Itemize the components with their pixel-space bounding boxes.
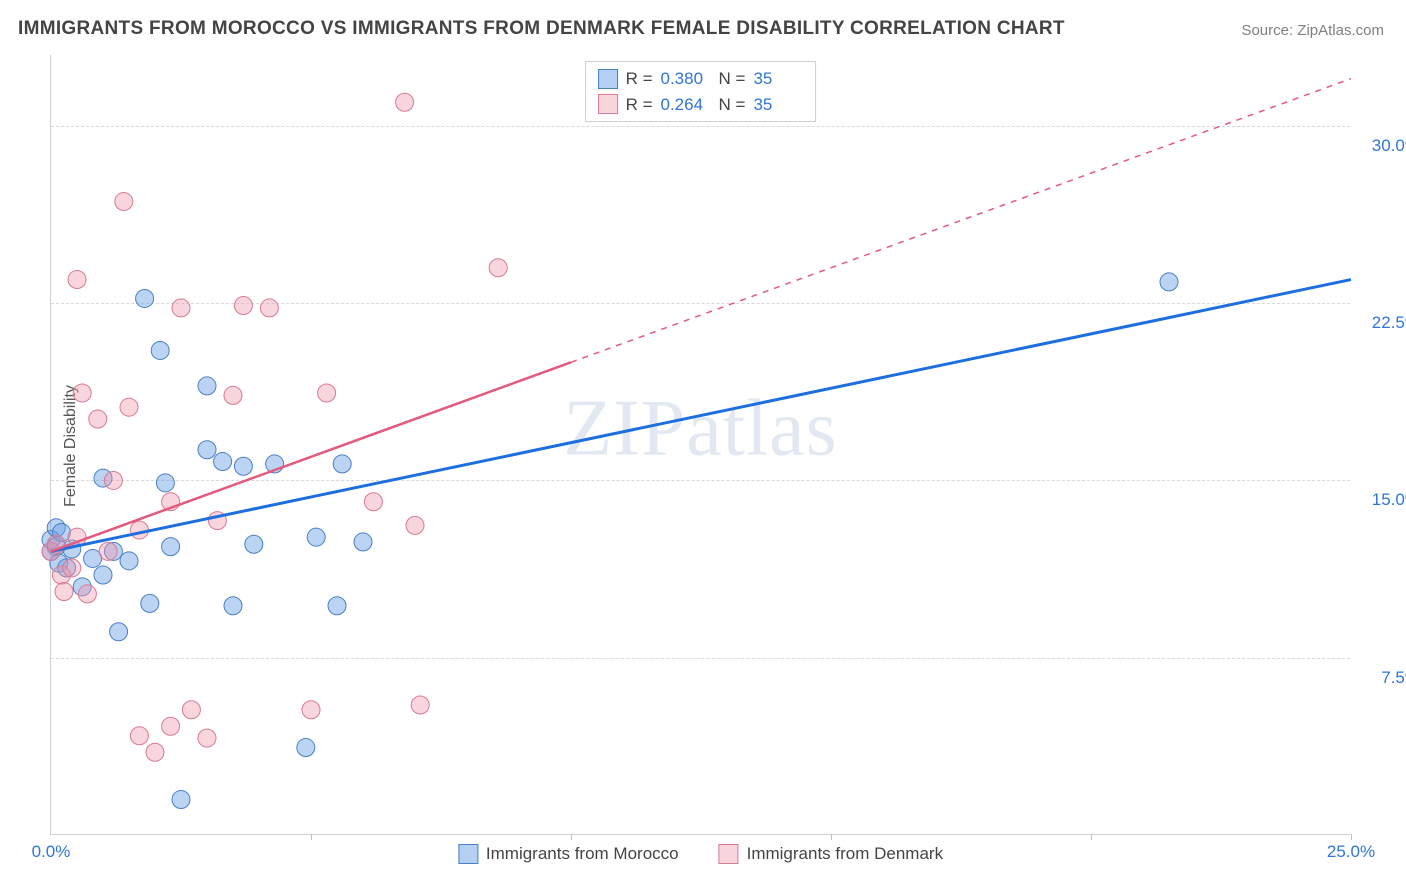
data-point [260,299,278,317]
legend-swatch [598,94,618,114]
y-tick-label: 15.0% [1360,490,1406,510]
data-point [172,299,190,317]
x-tick [1091,834,1092,840]
legend-swatch [598,69,618,89]
x-tick [831,834,832,840]
x-tick [311,834,312,840]
x-tick-label: 25.0% [1327,842,1375,862]
data-point [156,474,174,492]
legend-correlation-box: R = 0.380 N = 35 R = 0.264 N = 35 [585,61,817,122]
data-point [224,597,242,615]
chart-container: IMMIGRANTS FROM MOROCCO VS IMMIGRANTS FR… [0,0,1406,892]
x-tick-label: 0.0% [32,842,71,862]
data-point [99,542,117,560]
chart-title: IMMIGRANTS FROM MOROCCO VS IMMIGRANTS FR… [18,18,1065,40]
data-point [328,597,346,615]
n-label: N = [719,92,746,118]
n-label: N = [719,66,746,92]
data-point [78,585,96,603]
scatter-plot-svg [51,55,1350,834]
r-label: R = [626,92,653,118]
y-tick-label: 30.0% [1360,136,1406,156]
data-point [318,384,336,402]
data-point [182,701,200,719]
data-point [1160,273,1178,291]
n-value: 35 [753,92,803,118]
x-tick [571,834,572,840]
data-point [94,566,112,584]
source-label: Source: ZipAtlas.com [1241,22,1384,39]
data-point [214,453,232,471]
data-point [55,583,73,601]
data-point [110,623,128,641]
legend-item: Immigrants from Denmark [719,844,943,864]
data-point [130,727,148,745]
data-point [151,341,169,359]
legend-label: Immigrants from Denmark [747,844,943,864]
data-point [489,259,507,277]
data-point [302,701,320,719]
data-point [198,377,216,395]
data-point [224,386,242,404]
x-tick [1351,834,1352,840]
data-point [307,528,325,546]
data-point [136,289,154,307]
data-point [146,743,164,761]
data-point [89,410,107,428]
data-point [245,535,263,553]
r-value: 0.264 [661,92,711,118]
legend-row: R = 0.380 N = 35 [598,66,804,92]
data-point [120,398,138,416]
data-point [234,297,252,315]
data-point [162,538,180,556]
data-point [297,739,315,757]
data-point [115,193,133,211]
data-point [406,516,424,534]
trend-line [51,362,571,551]
legend-swatch [719,844,739,864]
data-point [104,471,122,489]
n-value: 35 [753,66,803,92]
plot-area: ZIPatlas R =0.380N =35R =0.264N =35 Immi… [50,55,1350,835]
data-point [411,696,429,714]
data-point [63,559,81,577]
data-point [141,594,159,612]
trend-line [51,280,1351,552]
legend-swatch [458,844,478,864]
data-point [234,457,252,475]
legend-label: Immigrants from Morocco [486,844,679,864]
data-point [162,717,180,735]
data-point [198,729,216,747]
data-point [333,455,351,473]
y-tick-label: 7.5% [1360,668,1406,688]
legend-series: Immigrants from Morocco Immigrants from D… [458,844,943,864]
data-point [172,791,190,809]
y-tick-label: 22.5% [1360,313,1406,333]
legend-item: Immigrants from Morocco [458,844,679,864]
data-point [396,93,414,111]
data-point [198,441,216,459]
data-point [68,271,86,289]
r-label: R = [626,66,653,92]
legend-row: R = 0.264 N = 35 [598,92,804,118]
data-point [120,552,138,570]
data-point [73,384,91,402]
data-point [354,533,372,551]
data-point [364,493,382,511]
r-value: 0.380 [661,66,711,92]
